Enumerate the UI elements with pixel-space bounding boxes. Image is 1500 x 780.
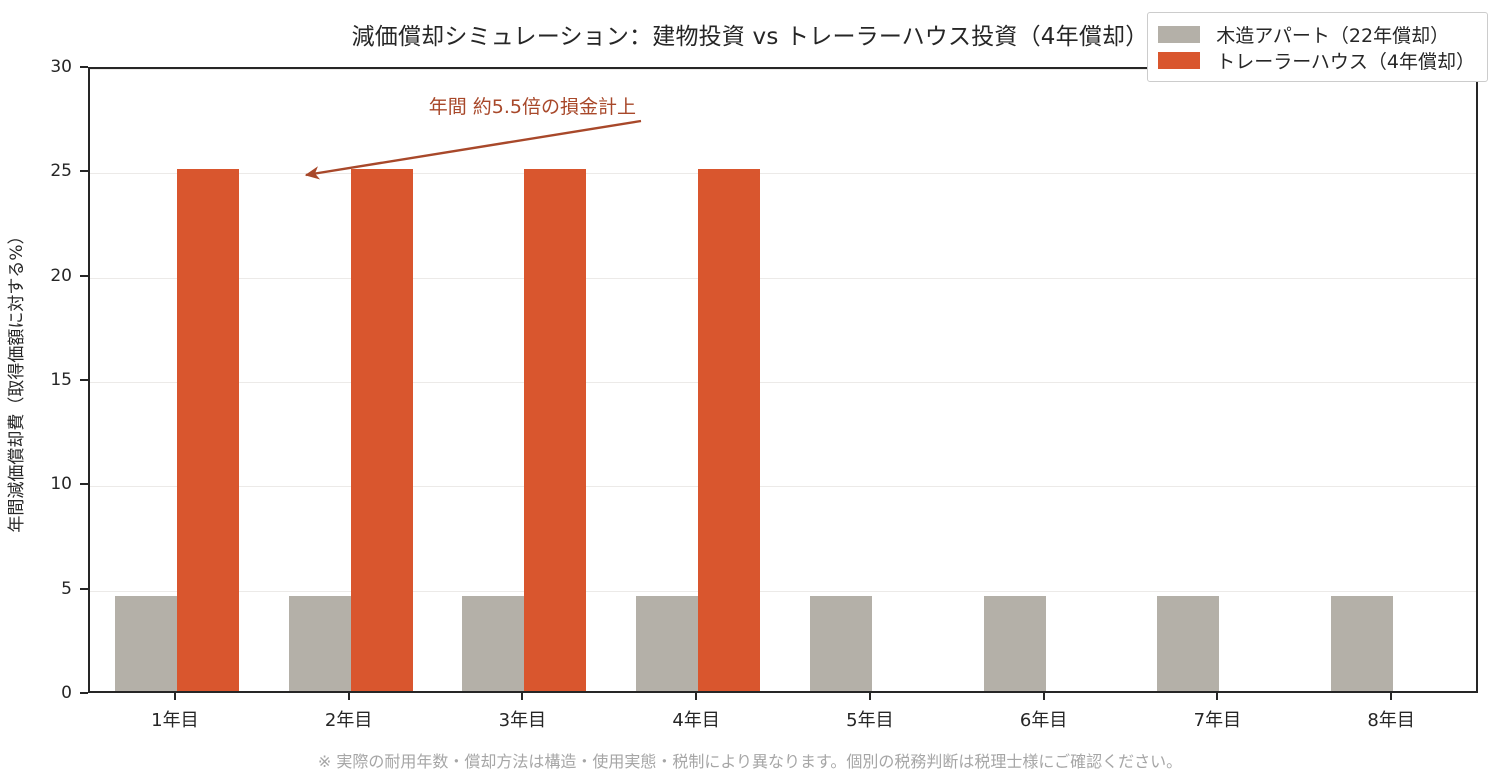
gridline	[90, 173, 1476, 175]
legend-item-trailer-house[interactable]: トレーラーハウス（4年償却）	[1158, 47, 1475, 73]
bar-trailer-house-3	[524, 169, 587, 691]
gridline	[90, 382, 1476, 383]
x-tick-mark	[1390, 693, 1393, 700]
bar-trailer-house-1	[176, 169, 239, 691]
x-tick-mark	[868, 693, 871, 700]
plot-area	[88, 67, 1478, 693]
x-tick-mark	[1042, 693, 1045, 700]
gridline	[90, 590, 1476, 592]
legend-label-wooden-apartment: 木造アパート（22年償却）	[1216, 24, 1450, 47]
bar-wooden-apartment-7	[1157, 596, 1220, 691]
x-tick-mark	[173, 693, 176, 700]
y-tick-label: 15	[50, 370, 72, 390]
bar-wooden-apartment-3	[462, 596, 525, 691]
bar-wooden-apartment-1	[114, 596, 177, 691]
y-tick-mark	[80, 692, 88, 694]
y-tick-label: 30	[50, 57, 72, 77]
x-tick-label: 6年目	[1019, 710, 1068, 731]
y-tick-mark	[80, 274, 88, 277]
plot-inner	[90, 69, 1476, 691]
legend-item-wooden-apartment[interactable]: 木造アパート（22年償却）	[1158, 21, 1475, 47]
x-tick-label: 4年目	[672, 710, 720, 731]
y-tick-label: 25	[50, 161, 72, 182]
y-tick-label: 20	[50, 265, 72, 286]
bar-trailer-house-2	[350, 169, 413, 691]
x-tick-mark	[347, 693, 350, 700]
chart-legend[interactable]: 木造アパート（22年償却） トレーラーハウス（4年償却）	[1147, 12, 1488, 82]
x-tick-label: 3年目	[498, 710, 547, 731]
x-tick-label: 8年目	[1367, 710, 1415, 731]
x-tick-mark	[1216, 693, 1219, 700]
bar-wooden-apartment-8	[1331, 596, 1394, 691]
x-tick-label: 5年目	[846, 710, 894, 731]
y-tick-label: 10	[50, 474, 72, 495]
bar-wooden-apartment-5	[809, 596, 872, 691]
x-tick-mark	[695, 693, 698, 700]
y-tick-mark	[80, 587, 88, 590]
gridline	[90, 486, 1476, 488]
x-tick-label: 1年目	[151, 710, 199, 731]
gridline	[90, 69, 1476, 70]
y-tick-label: 0	[61, 683, 72, 703]
chart-footnote: ※ 実際の耐用年数・償却方法は構造・使用実態・税制により異なります。個別の税務判…	[317, 752, 1183, 771]
y-axis-ticks: 0 5 10 15 20 25 30	[0, 57, 88, 703]
legend-swatch-gray	[1158, 25, 1201, 43]
y-tick-mark	[80, 483, 88, 486]
x-axis-ticks: 1年目 2年目 3年目 4年目 5年目 6年目 7年目 8年目	[88, 693, 1478, 733]
legend-swatch-orange	[1158, 51, 1201, 69]
y-tick-mark	[80, 170, 88, 173]
bar-wooden-apartment-2	[288, 596, 351, 691]
x-tick-label: 7年目	[1193, 710, 1242, 731]
gridline	[90, 277, 1476, 279]
bar-wooden-apartment-4	[636, 596, 699, 691]
x-tick-label: 2年目	[324, 710, 373, 731]
y-tick-mark	[80, 379, 88, 381]
annotation-label: 年間 約5.5倍の損金計上	[428, 96, 636, 118]
y-tick-label: 5	[61, 578, 72, 599]
y-tick-mark	[80, 66, 88, 68]
legend-label-trailer-house: トレーラーハウス（4年償却）	[1216, 50, 1475, 73]
bar-wooden-apartment-6	[983, 596, 1046, 691]
x-tick-mark	[521, 693, 524, 700]
chart-title: 減価償却シミュレーション：建物投資 vs トレーラーハウス投資（4年償却）	[351, 24, 1149, 50]
bar-trailer-house-4	[698, 169, 761, 691]
